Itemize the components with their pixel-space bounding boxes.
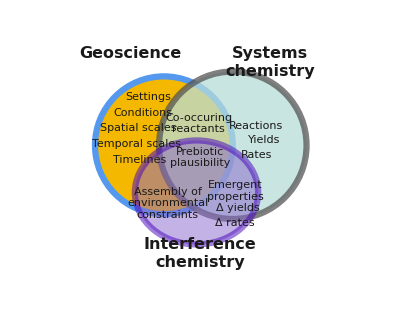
Text: Interference
chemistry: Interference chemistry <box>144 237 256 270</box>
Text: Settings: Settings <box>125 92 171 102</box>
Circle shape <box>159 72 306 219</box>
Text: Δ rates: Δ rates <box>216 218 255 228</box>
Text: Timelines: Timelines <box>113 155 166 165</box>
Text: Geoscience: Geoscience <box>79 46 181 61</box>
Text: Conditions: Conditions <box>114 108 173 118</box>
Text: Assembly of
environmental
constraints: Assembly of environmental constraints <box>127 187 208 220</box>
Text: Reactions: Reactions <box>229 121 283 131</box>
Text: Temporal scales: Temporal scales <box>92 139 180 149</box>
Text: Δ yields: Δ yields <box>216 203 260 213</box>
Text: Rates: Rates <box>241 150 273 160</box>
Circle shape <box>95 76 233 214</box>
Text: Systems
chemistry: Systems chemistry <box>226 46 315 78</box>
Text: Spatial scales: Spatial scales <box>100 123 177 133</box>
Text: Prebiotic
plausibility: Prebiotic plausibility <box>170 147 230 168</box>
Text: Co-occuring
reactants: Co-occuring reactants <box>165 113 232 134</box>
Text: Yields: Yields <box>248 135 280 145</box>
Text: Emergent
properties: Emergent properties <box>207 181 264 202</box>
Ellipse shape <box>135 140 258 244</box>
